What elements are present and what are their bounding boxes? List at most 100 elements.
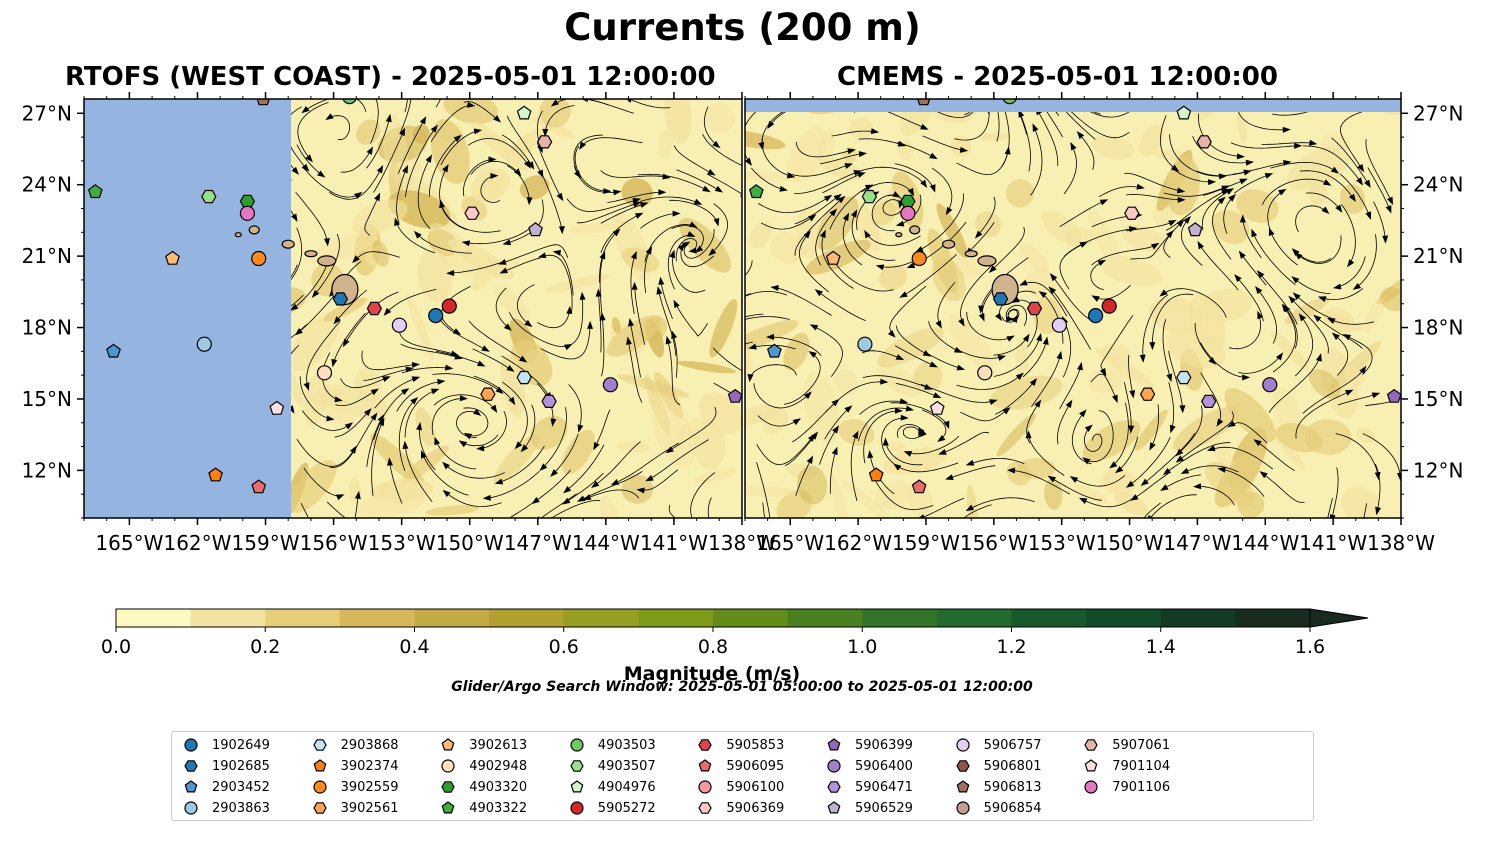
legend-item: 7901106 bbox=[1082, 777, 1170, 797]
legend-item: 4903320 bbox=[439, 777, 527, 797]
legend-item-label: 4903503 bbox=[597, 737, 656, 753]
legend-marker bbox=[698, 780, 712, 794]
legend-item-label: 2903868 bbox=[340, 737, 399, 753]
float-marker-1902649 bbox=[428, 308, 444, 324]
float-marker-2903452 bbox=[106, 343, 121, 358]
legend-item-label: 2903452 bbox=[212, 779, 270, 795]
float-marker-2903452 bbox=[766, 343, 782, 358]
legend-item: 5905272 bbox=[568, 798, 656, 818]
lon-tick-label: 153°W bbox=[368, 531, 436, 555]
float-marker-5906529 bbox=[1187, 222, 1203, 237]
legend-item: 5906100 bbox=[696, 777, 784, 797]
legend-item: 5906813 bbox=[954, 777, 1042, 797]
lat-tick-label: 27°N bbox=[22, 101, 72, 125]
colorbar-label: Magnitude (m/s) bbox=[624, 663, 801, 685]
legend-marker bbox=[184, 780, 198, 793]
float-marker-4903322 bbox=[87, 184, 103, 199]
lat-tick-label: 24°N bbox=[1413, 173, 1463, 197]
legend-item: 1902685 bbox=[182, 756, 270, 776]
legend-item: 5907061 bbox=[1082, 735, 1170, 755]
lat-tick-label: 12°N bbox=[1413, 458, 1463, 482]
legend-item-label: 5906801 bbox=[983, 758, 1042, 774]
circle-marker-icon bbox=[955, 801, 970, 815]
legend-item-label: 4902948 bbox=[469, 758, 528, 774]
circle-marker-icon bbox=[441, 759, 455, 773]
float-marker-5906471 bbox=[1201, 394, 1217, 408]
lon-tick-label: 159°W bbox=[892, 531, 960, 555]
float-marker-4903503 bbox=[342, 99, 357, 105]
legend-item: 5906471 bbox=[825, 777, 913, 797]
legend-item-label: 7901104 bbox=[1112, 758, 1171, 774]
legend-item-label: 2903863 bbox=[212, 800, 270, 816]
float-marker-5906095 bbox=[911, 479, 927, 494]
lon-tick-label: 150°W bbox=[1096, 531, 1164, 555]
float-marker-7901104 bbox=[929, 400, 945, 415]
float-marker-3902613 bbox=[165, 250, 180, 265]
float-marker-5906400 bbox=[1262, 377, 1278, 393]
streamlines bbox=[745, 99, 1401, 518]
float-marker-5905853 bbox=[1026, 301, 1043, 316]
legend-item-label: 1902685 bbox=[212, 758, 270, 774]
legend-marker bbox=[441, 801, 455, 814]
pentagon-marker-icon bbox=[827, 738, 841, 751]
circle-marker-icon bbox=[955, 738, 970, 752]
legend-item: 5906529 bbox=[825, 798, 913, 818]
legend: 1902649 1902685 2903452 2903863 2903868 39023… bbox=[171, 731, 1314, 821]
legend-item: 3902559 bbox=[311, 777, 399, 797]
float-marker-3902561 bbox=[1139, 387, 1156, 401]
hexagon-marker-icon bbox=[827, 781, 841, 793]
float-marker-5906095 bbox=[251, 479, 267, 494]
lon-tick-label: 138°W bbox=[708, 531, 776, 555]
legend-item-label: 5906369 bbox=[726, 800, 785, 816]
lat-tick-label: 18°N bbox=[22, 316, 72, 340]
float-marker-1902649 bbox=[1087, 308, 1104, 324]
float-marker-4903320 bbox=[239, 194, 256, 208]
legend-item: 5906369 bbox=[696, 798, 784, 818]
map-panel-rtofs bbox=[84, 99, 742, 518]
circle-marker-icon bbox=[184, 801, 198, 815]
float-marker-5905853 bbox=[366, 301, 383, 316]
legend-item-label: 5906100 bbox=[726, 779, 785, 795]
legend-item-label: 4903320 bbox=[469, 779, 528, 795]
legend-marker bbox=[184, 760, 198, 772]
colorbar-tick-label: 1.6 bbox=[1295, 636, 1325, 658]
float-marker-3902613 bbox=[825, 250, 841, 265]
legend-item: 3902613 bbox=[439, 735, 527, 755]
lon-tick-label: 162°W bbox=[163, 531, 231, 555]
legend-item-label: 5905853 bbox=[726, 737, 785, 753]
legend-item-label: 4903507 bbox=[597, 758, 656, 774]
float-marker-5905272 bbox=[1101, 298, 1117, 314]
legend-marker bbox=[441, 781, 455, 793]
hexagon-marker-icon bbox=[312, 802, 327, 814]
float-marker-4904976 bbox=[516, 105, 532, 120]
colorbar-tick-label: 1.4 bbox=[1146, 636, 1176, 658]
colorbar-tick-label: 0.0 bbox=[101, 636, 131, 658]
hexagon-marker-icon bbox=[1084, 739, 1098, 751]
legend-item-label: 3902613 bbox=[469, 737, 528, 753]
lat-tick-label: 15°N bbox=[1413, 387, 1463, 411]
circle-marker-icon bbox=[1084, 780, 1098, 794]
float-marker-5906399 bbox=[1386, 388, 1401, 403]
legend-item: 2903863 bbox=[182, 798, 270, 818]
legend-marker bbox=[184, 738, 198, 752]
float-marker-5906400 bbox=[602, 377, 619, 393]
hexagon-marker-icon bbox=[955, 760, 970, 772]
lat-tick-label: 15°N bbox=[22, 387, 72, 411]
legend-item-label: 5906095 bbox=[726, 758, 785, 774]
legend-item-label: 5906399 bbox=[855, 737, 913, 753]
lon-tick-label: 165°W bbox=[756, 531, 824, 555]
float-marker-2903868 bbox=[516, 370, 532, 385]
colorbar-tick-label: 0.8 bbox=[698, 636, 728, 658]
no-data-region bbox=[745, 99, 1401, 112]
lat-tick-label: 21°N bbox=[22, 244, 72, 268]
float-marker-5906369 bbox=[464, 206, 480, 220]
legend-item-label: 5906813 bbox=[983, 779, 1042, 795]
lon-tick-label: 138°W bbox=[1367, 531, 1435, 555]
legend-marker bbox=[312, 802, 327, 814]
legend-marker bbox=[827, 801, 841, 814]
pentagon-marker-icon bbox=[441, 738, 455, 751]
float-marker-4903320 bbox=[900, 194, 916, 208]
panel-title-cmems: CMEMS - 2025-05-01 12:00:00 bbox=[837, 62, 1278, 92]
legend-marker bbox=[1084, 739, 1098, 751]
